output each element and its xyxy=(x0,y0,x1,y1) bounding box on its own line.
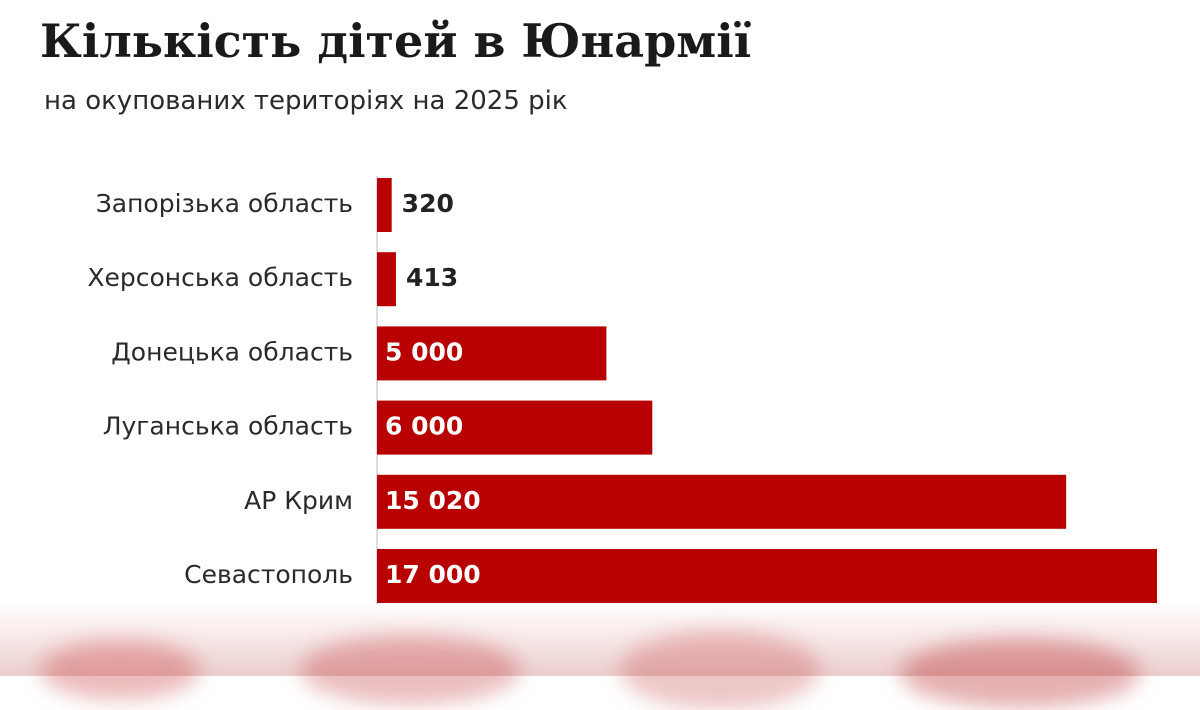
category-label: АР Крим xyxy=(244,486,353,515)
category-label: Донецька область xyxy=(111,337,353,366)
bar xyxy=(377,326,607,381)
bar xyxy=(377,549,1157,603)
value-label: 6 000 xyxy=(385,412,463,441)
bar xyxy=(377,400,653,455)
bar-chart: Запорізька область 320 Херсонська область 4… xyxy=(87,176,1157,604)
chart-subtitle: на окупованих територіях на 2025 рік xyxy=(44,86,568,116)
value-label: 320 xyxy=(402,189,454,218)
value-label: 5 000 xyxy=(385,337,463,366)
category-label: Запорізька область xyxy=(96,189,353,218)
value-label: 15 020 xyxy=(385,486,481,515)
value-label: 413 xyxy=(406,263,458,292)
category-label: Севастополь xyxy=(184,560,353,589)
bar xyxy=(377,178,392,232)
value-label: 17 000 xyxy=(385,560,481,589)
bar xyxy=(377,474,1067,529)
bars-group: Запорізька область 320 Херсонська область 4… xyxy=(87,178,1157,603)
bar xyxy=(377,252,396,307)
category-label: Херсонська область xyxy=(87,263,353,292)
category-label: Луганська область xyxy=(103,412,353,441)
chart-title: Кількість дітей в Юнармії xyxy=(40,14,752,68)
